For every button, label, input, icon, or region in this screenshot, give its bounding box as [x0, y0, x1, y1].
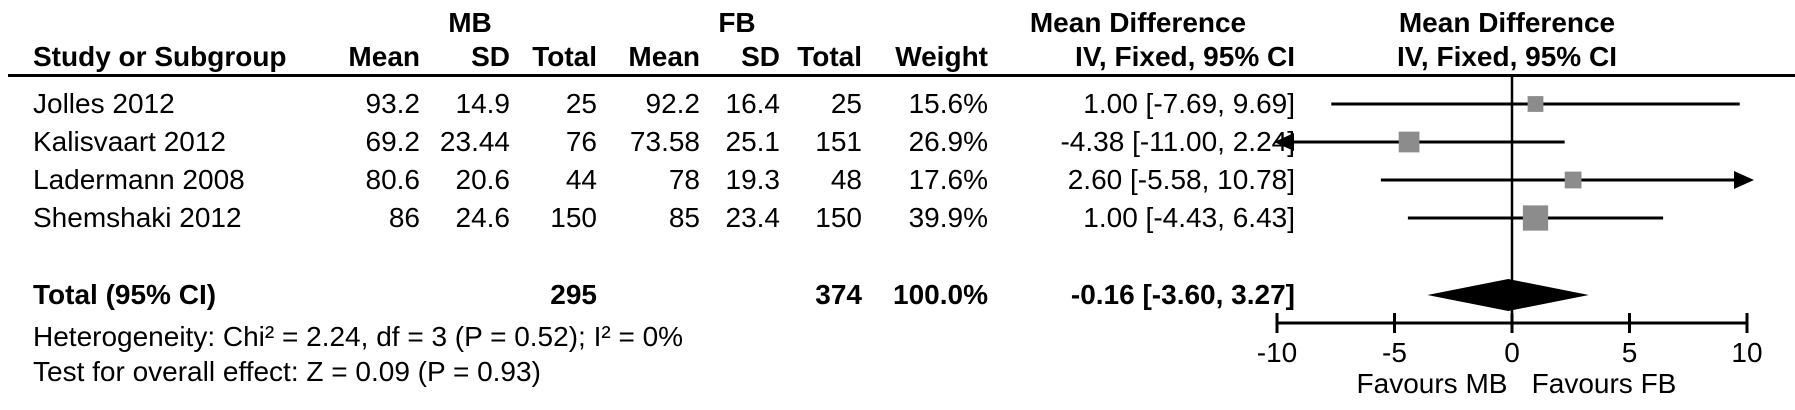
group2-header: FB: [718, 7, 756, 38]
header-mean1: Mean: [348, 41, 420, 72]
header-sd2: SD: [741, 41, 780, 72]
study-name: Shemshaki 2012: [33, 202, 242, 233]
weight-value: 15.6%: [908, 88, 988, 119]
total-row: Total (95% CI) 295 374 100.0% -0.16 [-3.…: [0, 276, 1795, 314]
study-row-ladermann-2008: Ladermann 2008 80.6 20.6 44 78 19.3 48 1…: [0, 161, 1795, 199]
overall-effect-row: Test for overall effect: Z = 0.09 (P = 0…: [0, 353, 1795, 391]
mb-mean: 86: [388, 202, 420, 233]
study-row-shemshaki-2012: Shemshaki 2012 86 24.6 150 85 23.4 150 3…: [0, 199, 1795, 237]
mb-total: 25: [565, 88, 597, 119]
fb-mean: 78: [668, 164, 700, 195]
group1-header: MB: [448, 7, 492, 38]
header-study: Study or Subgroup: [33, 41, 287, 72]
header-weight: Weight: [895, 41, 988, 72]
mb-mean: 80.6: [365, 164, 421, 195]
fb-total: 25: [830, 88, 862, 119]
ci-value: 1.00 [-4.43, 6.43]: [1083, 202, 1295, 233]
weight-value: 39.9%: [908, 202, 988, 233]
mb-total-sum: 295: [550, 279, 597, 310]
pooled-ci-value: -0.16 [-3.60, 3.27]: [1070, 279, 1295, 310]
mb-total: 44: [565, 164, 597, 195]
fb-mean: 92.2: [645, 88, 701, 119]
mb-total: 76: [565, 126, 597, 157]
mb-sd: 20.6: [455, 164, 511, 195]
mb-sd: 24.6: [455, 202, 511, 233]
heterogeneity-row: Heterogeneity: Chi² = 2.24, df = 3 (P = …: [0, 318, 1795, 356]
fb-sd: 23.4: [725, 202, 781, 233]
mb-mean: 69.2: [365, 126, 421, 157]
study-name: Ladermann 2008: [33, 164, 245, 195]
header-rule: [8, 74, 1795, 77]
mb-total: 150: [550, 202, 597, 233]
header-column-row: Study or Subgroup Mean SD Total Mean SD …: [0, 41, 1795, 72]
md-column-header-line2: IV, Fixed, 95% CI: [1075, 41, 1295, 72]
weight-value: 17.6%: [908, 164, 988, 195]
fb-total: 48: [830, 164, 862, 195]
weight-total: 100.0%: [893, 279, 988, 310]
mb-sd: 14.9: [455, 88, 511, 119]
fb-mean: 73.58: [629, 126, 700, 157]
total-label: Total (95% CI): [33, 279, 217, 310]
fb-total: 150: [815, 202, 862, 233]
md-column-header-line1: Mean Difference: [1029, 7, 1247, 38]
study-row-kalisvaart-2012: Kalisvaart 2012 69.2 23.44 76 73.58 25.1…: [0, 123, 1795, 161]
mb-sd: 23.44: [439, 126, 510, 157]
overall-effect-text: Test for overall effect: Z = 0.09 (P = 0…: [33, 356, 541, 387]
fb-sd: 19.3: [725, 164, 781, 195]
header-mean2: Mean: [628, 41, 700, 72]
plot-header-line2: IV, Fixed, 95% CI: [1397, 41, 1617, 72]
study-name: Jolles 2012: [33, 88, 175, 119]
header-group-row: MB FB Mean Difference Mean Difference: [0, 7, 1795, 38]
ci-value: 1.00 [-7.69, 9.69]: [1083, 88, 1295, 119]
header-total2: Total: [797, 41, 862, 72]
weight-value: 26.9%: [908, 126, 988, 157]
ci-value: 2.60 [-5.58, 10.78]: [1067, 164, 1295, 195]
fb-sd: 16.4: [725, 88, 781, 119]
fb-total-sum: 374: [815, 279, 862, 310]
fb-sd: 25.1: [725, 126, 781, 157]
fb-total: 151: [815, 126, 862, 157]
fb-mean: 85: [668, 202, 700, 233]
heterogeneity-text: Heterogeneity: Chi² = 2.24, df = 3 (P = …: [33, 321, 684, 352]
header-sd1: SD: [471, 41, 510, 72]
plot-header-line1: Mean Difference: [1398, 7, 1616, 38]
mb-mean: 93.2: [365, 88, 421, 119]
study-row-jolles-2012: Jolles 2012 93.2 14.9 25 92.2 16.4 25 15…: [0, 85, 1795, 123]
header-total1: Total: [532, 41, 597, 72]
study-name: Kalisvaart 2012: [33, 126, 227, 157]
ci-value: -4.38 [-11.00, 2.24]: [1060, 126, 1295, 157]
